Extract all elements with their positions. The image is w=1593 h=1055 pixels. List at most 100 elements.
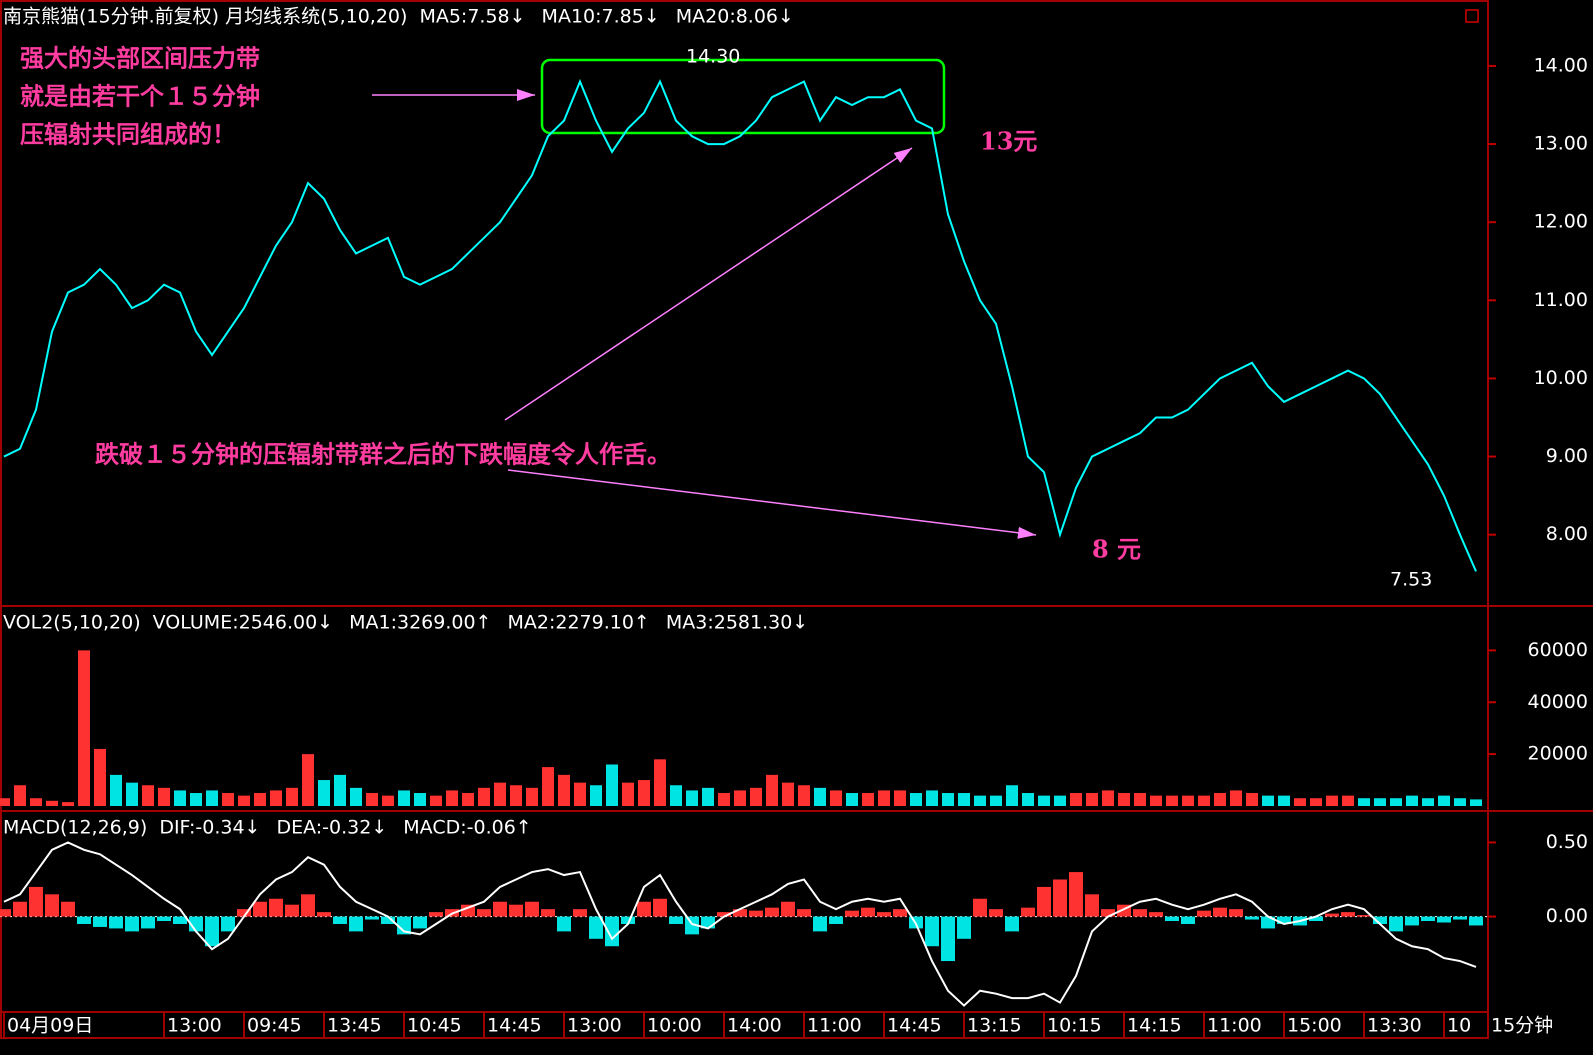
x-tick-label: 10:45 — [407, 1015, 462, 1037]
macd-bar — [365, 916, 379, 920]
macd-bar — [1133, 909, 1147, 917]
volume-bar — [366, 793, 378, 806]
macd-bar — [1117, 904, 1131, 917]
volume-bar — [1150, 795, 1162, 806]
volume-bar — [1422, 798, 1434, 806]
volume-bar — [734, 790, 746, 806]
macd-bar — [1229, 909, 1243, 917]
window-icon[interactable] — [1465, 9, 1479, 23]
volume-bar — [1310, 798, 1322, 806]
x-tick-label: 11:00 — [807, 1015, 862, 1037]
macd-bar — [333, 916, 347, 924]
macd-bar — [589, 916, 603, 939]
x-tick-label: 13:45 — [327, 1015, 382, 1037]
volume-bar — [1374, 798, 1386, 806]
volume-bar — [1326, 795, 1338, 806]
macd-bar — [1469, 916, 1483, 926]
period-label: 15分钟 — [1491, 1015, 1553, 1037]
x-tick-label: 15:00 — [1287, 1015, 1342, 1037]
macd-bar — [637, 901, 651, 917]
macd-bar — [317, 912, 331, 917]
volume-bar — [1278, 795, 1290, 806]
macd-bar — [1021, 907, 1035, 917]
macd-bar — [925, 916, 939, 947]
y-tick-label: 13.00 — [1534, 133, 1588, 155]
x-tick-label: 04月09日 — [7, 1015, 93, 1037]
volume-bar — [110, 774, 122, 806]
volume-bar — [1262, 795, 1274, 806]
x-tick-label: 13:00 — [167, 1015, 222, 1037]
macd-bar — [1149, 912, 1163, 917]
macd-bar — [1357, 915, 1371, 917]
volume-bar — [494, 782, 506, 806]
annotation: 跌破１５分钟的压辐射带群之后的下跌幅度令人作舌。 — [95, 440, 671, 469]
x-tick-label: 14:45 — [487, 1015, 542, 1037]
volume-bar — [1086, 793, 1098, 806]
dif-line — [3, 841, 1477, 1007]
y-tick-label: 20000 — [1528, 743, 1588, 765]
macd-bar — [669, 916, 683, 924]
volume-bar — [830, 790, 842, 806]
volume-bar — [286, 787, 298, 806]
macd-bar — [845, 910, 859, 917]
volume-bar — [446, 790, 458, 806]
volume-bar — [1246, 793, 1258, 806]
volume-bar — [94, 748, 106, 806]
y-tick-label: 0.00 — [1546, 905, 1588, 927]
volume-bar — [1294, 798, 1306, 806]
macd-bar — [1373, 916, 1387, 924]
macd-bar — [93, 916, 107, 927]
annotation: 就是由若干个１５分钟 — [20, 82, 260, 111]
volume-bar — [1390, 798, 1402, 806]
volume-bar — [782, 782, 794, 806]
indicator: MA3:2581.30↓ — [666, 612, 808, 634]
volume-bar — [126, 782, 138, 806]
annotation: 13元 — [980, 127, 1037, 156]
volume-bar — [14, 785, 26, 806]
volume-bar — [1198, 795, 1210, 806]
macd-bar — [765, 907, 779, 917]
x-tick-label: 13:30 — [1367, 1015, 1422, 1037]
macd-bar — [1341, 912, 1355, 917]
macd-bar — [461, 904, 475, 917]
macd-bar — [1165, 916, 1179, 922]
y-tick-label: 11.00 — [1534, 289, 1588, 311]
y-tick-label: 60000 — [1528, 639, 1588, 661]
volume-bar — [158, 787, 170, 806]
macd-bar — [0, 909, 11, 917]
volume-bar — [1118, 793, 1130, 806]
volume-bar — [814, 787, 826, 806]
volume-bar — [350, 787, 362, 806]
macd-bar — [1261, 916, 1275, 929]
volume-bar — [878, 790, 890, 806]
indicator: MACD:-0.06↑ — [403, 817, 531, 839]
macd-bar — [1277, 916, 1291, 924]
volume-bar — [862, 793, 874, 806]
x-tick-label: 13:15 — [967, 1015, 1022, 1037]
macd-bar — [781, 901, 795, 917]
volume-bar — [1214, 793, 1226, 806]
volume-bar — [654, 759, 666, 806]
panel-border — [0, 0, 1489, 1039]
annotation-arrows — [372, 89, 1037, 539]
volume-bar — [0, 798, 10, 806]
volume-bar — [1006, 785, 1018, 806]
volume-bar — [30, 798, 42, 806]
y-tick-label: 9.00 — [1546, 445, 1588, 467]
volume-bar — [1102, 790, 1114, 806]
volume-bar — [142, 785, 154, 806]
volume-bar — [622, 782, 634, 806]
annotation: 压辐射共同组成的！ — [20, 120, 236, 149]
macd-bar — [797, 909, 811, 917]
macd-bar — [1325, 913, 1339, 917]
annotation: 强大的头部区间压力带 — [20, 44, 260, 73]
x-tick-label: 10 — [1447, 1015, 1471, 1037]
volume-bar — [638, 780, 650, 806]
y-tick-label: 14.00 — [1534, 54, 1588, 76]
macd-bar — [557, 916, 571, 932]
volume-bar — [942, 793, 954, 806]
indicator: DEA:-0.32↓ — [276, 817, 387, 839]
volume-bar — [558, 774, 570, 806]
